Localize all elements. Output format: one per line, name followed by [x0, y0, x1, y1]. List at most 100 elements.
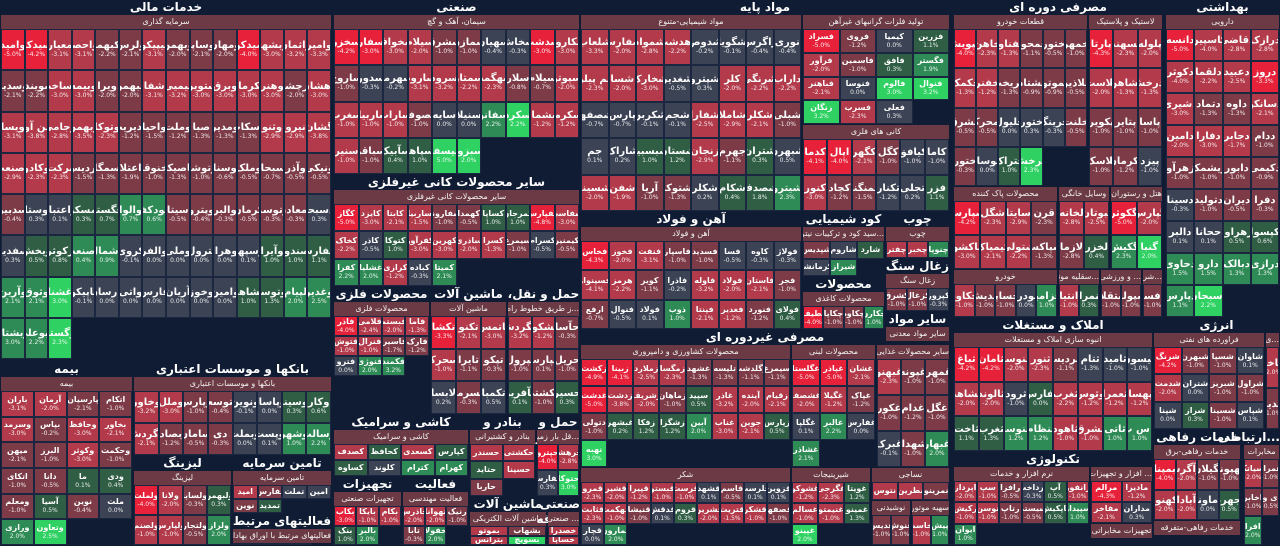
stock-tile[interactable]: بکاب -3.0%: [334, 506, 357, 526]
stock-tile[interactable]: افرا 2.0%: [1244, 516, 1262, 545]
stock-tile[interactable]: چکاپا -1.0%: [823, 306, 844, 329]
stock-tile[interactable]: شدمت -2.0%: [1154, 374, 1182, 402]
stock-tile[interactable]: وبهمن-3.5%: [71, 111, 96, 153]
stock-tile[interactable]: قروم 0.3%: [673, 503, 698, 524]
industry-group[interactable]: کانی های فلزی کدما -4.1% اپال -4.0% کگهر -2.1%…: [803, 125, 949, 211]
stock-tile[interactable]: کسرا -1.3%: [481, 231, 506, 259]
stock-tile[interactable]: سیمرغ -1.0%: [505, 231, 530, 259]
stock-tile[interactable]: غپاک -1.2%: [847, 386, 875, 413]
industry-group[interactable]: مخابراتاسیاتک-2.0%همراه-1.0%اخابر-1.0%ها…: [1244, 445, 1279, 545]
stock-tile[interactable]: حآسا -0.3%: [555, 316, 579, 349]
stock-tile[interactable]: هرمز -2.2%: [608, 270, 636, 300]
stock-tile[interactable]: اسیاتک-2.0%: [1244, 459, 1262, 488]
stock-tile[interactable]: حرهشا-2.8%: [558, 444, 579, 470]
stock-tile[interactable]: خلنت-0.5%: [1064, 107, 1087, 147]
stock-tile[interactable]: غشان -2.1%: [847, 359, 875, 386]
stock-tile[interactable]: کزغال-1.0%: [907, 288, 928, 311]
stock-tile[interactable]: وگردش-2.1%: [134, 423, 159, 455]
stock-tile[interactable]: سصوفی-1.0%: [407, 101, 432, 138]
industry-group[interactable]: هتل و رستورانگکوثر-5.0%گپارس-2.0%گکیش2.3…: [1111, 187, 1162, 269]
stock-tile[interactable]: قشیر -2.0%: [604, 482, 628, 503]
stock-tile[interactable]: وسدید-2.1%: [1, 70, 25, 112]
stock-tile[interactable]: تیمیی-3.2%: [165, 70, 190, 112]
stock-tile[interactable]: فتوش -1.0%: [334, 336, 358, 356]
stock-tile[interactable]: غنوش-1.0%: [891, 515, 910, 545]
stock-tile[interactable]: غسالم -1.0%: [792, 503, 818, 524]
stock-tile[interactable]: قرن -2.3%: [1031, 201, 1057, 235]
industry-group[interactable]: ... افزار و تجهیزات مرالم -4.3% مادیرا -1.2%…: [1091, 467, 1152, 523]
industry-group[interactable]: سرمایه گذاریوامید-5.0%سیدکو-4.2%معیار-3.…: [1, 15, 331, 359]
stock-tile[interactable]: کاسپین-4.0%: [1194, 29, 1223, 61]
stock-tile[interactable]: داوه -1.3%: [1222, 93, 1251, 125]
stock-tile[interactable]: نیرو -2.9%: [283, 111, 308, 153]
stock-tile[interactable]: مادیرا -1.2%: [1121, 481, 1152, 502]
stock-tile[interactable]: خمحرکه-0.5%: [976, 107, 999, 147]
stock-tile[interactable]: پارس -0.7%: [608, 101, 636, 139]
stock-tile[interactable]: انرژی۳: [233, 543, 253, 545]
stock-tile[interactable]: ثعمرا -1.2%: [1102, 381, 1128, 417]
stock-tile[interactable]: شخارک-3.0%: [636, 65, 664, 102]
stock-tile[interactable]: گکیش2.3%: [1111, 235, 1137, 269]
stock-tile[interactable]: قصفها-1.0%: [766, 503, 790, 524]
stock-tile[interactable]: گپارس-2.0%: [1136, 201, 1162, 235]
stock-tile[interactable]: وصندوق1.0%: [283, 235, 308, 277]
stock-tile[interactable]: نمرا 0.3%: [1079, 284, 1099, 317]
stock-tile[interactable]: تکشا -3.3%: [431, 316, 456, 349]
stock-tile[interactable]: ثپردیس-1.1%: [1053, 347, 1078, 382]
stock-tile[interactable]: سیسفوا5.0%: [432, 137, 457, 174]
stock-tile[interactable]: وآذر -0.5%: [283, 152, 308, 194]
stock-tile[interactable]: نوین: [233, 499, 258, 513]
stock-tile[interactable]: خفولا 2.0%: [424, 525, 447, 545]
stock-tile[interactable]: خکاوه-1.0%: [954, 284, 975, 317]
stock-tile[interactable]: رنیک -1.0%: [446, 506, 468, 526]
stock-tile[interactable]: دسانکو-2.1%: [1250, 93, 1279, 125]
stock-tile[interactable]: کساوه: [334, 460, 368, 476]
stock-tile[interactable]: کاوه -0.3%: [746, 241, 774, 271]
stock-tile[interactable]: شپارس-4.2%: [954, 201, 980, 235]
stock-tile[interactable]: بجهرم0.5%: [1218, 489, 1240, 520]
stock-tile[interactable]: خمهر-1.0%: [1064, 29, 1087, 69]
stock-tile[interactable]: سیستم-0.5%: [1021, 502, 1044, 524]
stock-tile[interactable]: کخاک -2.2%: [334, 231, 359, 259]
industry-group[interactable]: نرم افزار و خدمات اپرداز -2.0% سپ -1.0% رافزا…: [954, 467, 1089, 545]
stock-tile[interactable]: خرخش2.3%: [1020, 146, 1043, 186]
industry-group[interactable]: داروییدانسه-5.0%کاسپین-4.0%دقاضی-2.8%درا…: [1166, 15, 1279, 317]
stock-tile[interactable]: سهرمز-0.2%: [383, 65, 408, 102]
stock-tile[interactable]: کترام: [401, 460, 435, 476]
stock-tile[interactable]: پکویر -1.0%: [1089, 107, 1114, 147]
stock-tile[interactable]: دسبحان2.2%: [1194, 285, 1223, 317]
stock-tile[interactable]: چکارن1.0%: [863, 306, 884, 329]
stock-tile[interactable]: حپترو -4.0%: [537, 444, 558, 470]
stock-tile[interactable]: فترو 0.0%: [334, 356, 358, 376]
stock-tile[interactable]: تسحرکه-1.0%: [431, 348, 456, 382]
stock-tile[interactable]: تاتمس-3.0%: [481, 316, 506, 349]
stock-tile[interactable]: فباهنر -2.1%: [803, 76, 840, 101]
stock-tile[interactable]: کگهر -2.1%: [851, 139, 876, 175]
stock-tile[interactable]: دجابر -1.7%: [1222, 125, 1251, 157]
stock-tile[interactable]: ورازی 2.0%: [1, 519, 34, 545]
industry-group[interactable]: تولید فلزات گرانبهای غیرآهن فسراد -5.0% فرو…: [803, 15, 949, 124]
stock-tile[interactable]: کیمیاک-2.1%: [979, 235, 1006, 269]
stock-tile[interactable]: وبشهر-3.0%: [260, 29, 284, 71]
industry-group[interactable]: سایر محصولات غذاییغبهنو-2.3%غپونه-1.0%غم…: [877, 345, 949, 467]
stock-tile[interactable]: ولملت -4.0%: [134, 485, 159, 515]
stock-tile[interactable]: تملت: [282, 485, 307, 499]
stock-tile[interactable]: پیزد -1.0%: [1137, 146, 1162, 186]
industry-group[interactable]: فعالیتهای مرتبط با اوراق بهادارانرژی۳کال…: [233, 529, 331, 545]
stock-tile[interactable]: کروی-0.1%: [118, 235, 143, 277]
stock-tile[interactable]: آینده -2.0%: [737, 386, 764, 413]
industry-group[interactable]: خدمات رفاهی-برقبمپنا-4.0%برآگرس-2.0%بگیل…: [1154, 445, 1240, 520]
stock-tile[interactable]: ثاخت 1.1%: [954, 416, 979, 451]
stock-tile[interactable]: حفارس0.3%: [537, 470, 558, 496]
stock-tile[interactable]: سنیر -1.0%: [334, 137, 359, 174]
stock-tile[interactable]: تفارس: [257, 485, 282, 499]
industry-group[interactable]: انبوه سازی املاک و مستغلات ثباغ -4.2% ثامان…: [954, 333, 1152, 451]
stock-tile[interactable]: فنوال 3.2%: [912, 76, 949, 101]
stock-tile[interactable]: سیمرغ -1.1%: [763, 359, 790, 386]
stock-tile[interactable]: زاگرس-0.4%: [746, 29, 774, 66]
stock-tile[interactable]: فاستان -2.1%: [746, 270, 774, 300]
stock-tile[interactable]: کابتا -2.1%: [383, 204, 408, 232]
